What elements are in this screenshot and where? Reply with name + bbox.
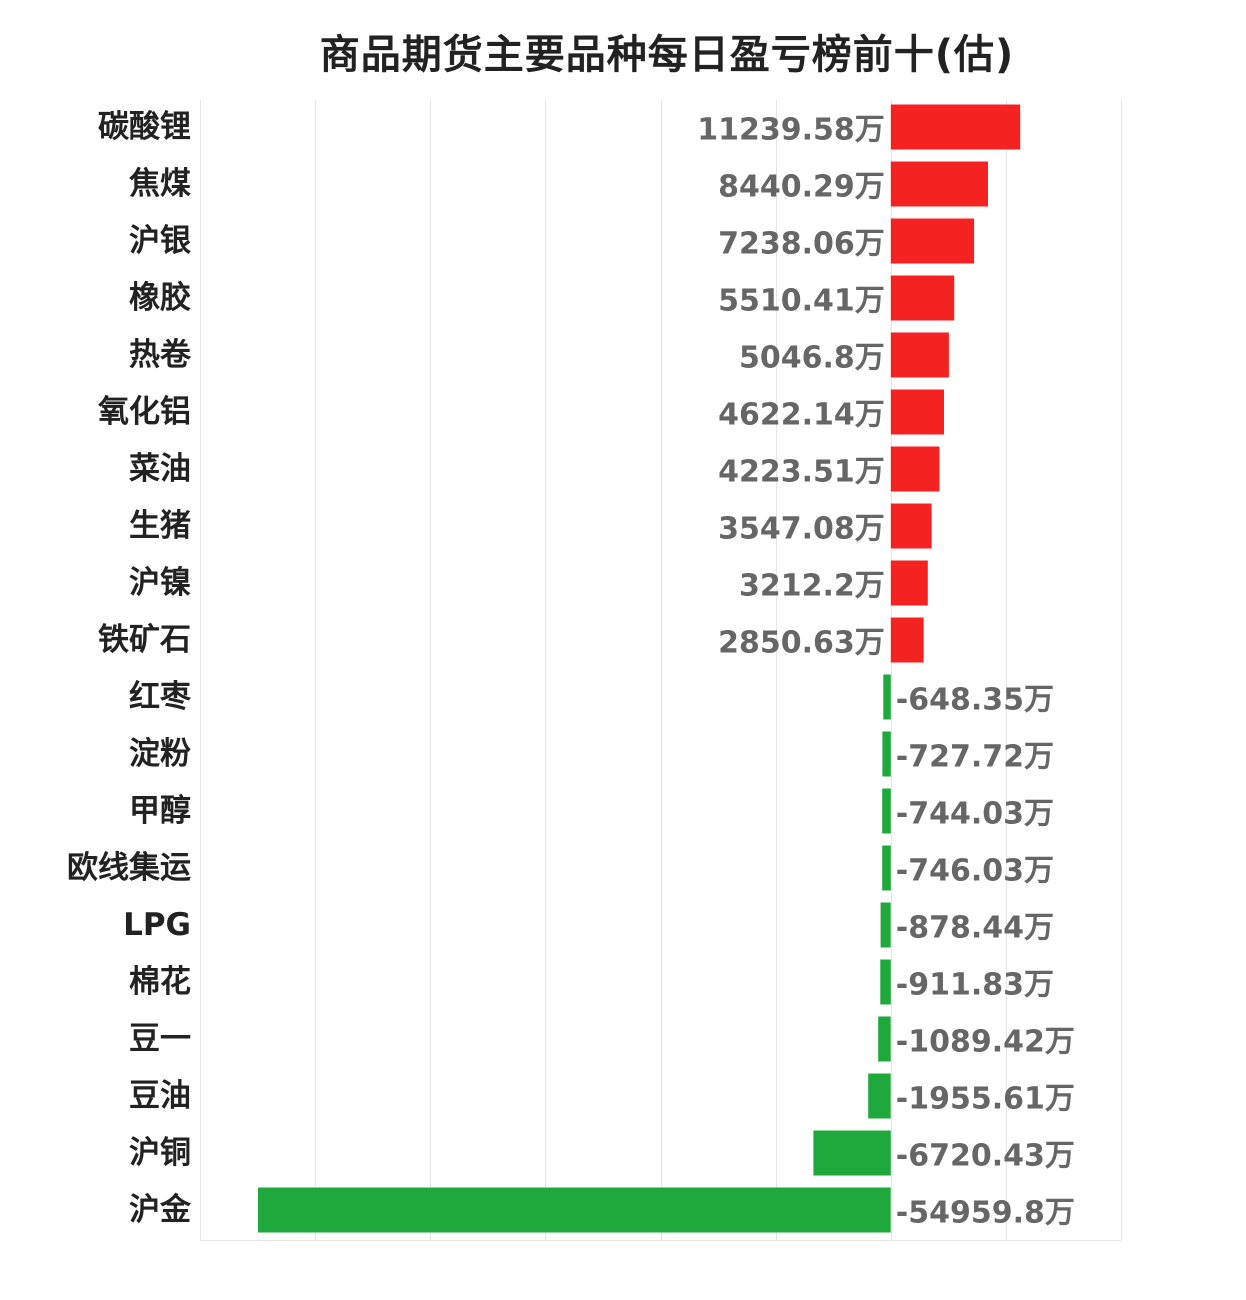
category-label: 沪铜: [129, 1135, 191, 1171]
category-label: 菜油: [129, 451, 191, 487]
category-label: 豆油: [129, 1078, 191, 1114]
bars: [258, 104, 1021, 1233]
value-label: -744.03万: [896, 797, 1054, 832]
bar: [880, 959, 891, 1005]
category-label: 欧线集运: [67, 850, 191, 886]
bar: [890, 275, 955, 321]
category-label: 沪镍: [129, 565, 191, 601]
category-label: 氧化铝: [98, 394, 191, 430]
value-label: -911.83万: [896, 968, 1054, 1003]
bar: [882, 731, 891, 777]
bar: [258, 1187, 891, 1233]
bar: [890, 218, 975, 264]
value-label: -1955.61万: [896, 1082, 1075, 1117]
category-label: 沪银: [129, 223, 191, 259]
category-label: 焦煤: [129, 166, 191, 202]
value-label: -54959.8万: [896, 1196, 1075, 1231]
bar: [878, 1016, 891, 1062]
category-label: 生猪: [129, 508, 191, 544]
chart-title: 商品期货主要品种每日盈亏榜前十(估): [319, 32, 1015, 78]
value-label: 3212.2万: [739, 569, 885, 604]
bar: [890, 161, 988, 207]
value-label: 7238.06万: [718, 227, 885, 262]
value-label: -648.35万: [896, 683, 1054, 718]
bar: [868, 1073, 891, 1119]
category-label: 铁矿石: [98, 622, 191, 658]
value-label: 5510.41万: [718, 284, 885, 319]
bar: [890, 446, 940, 492]
value-label: -878.44万: [896, 911, 1054, 946]
value-label: -746.03万: [896, 854, 1054, 889]
bar: [882, 845, 891, 891]
bar: [890, 503, 932, 549]
bar: [890, 389, 944, 435]
bar: [890, 560, 928, 606]
bar: [890, 104, 1021, 150]
bar: [813, 1130, 891, 1176]
value-label: 5046.8万: [739, 341, 885, 376]
value-label: 2850.63万: [718, 626, 885, 661]
category-label: 碳酸锂: [98, 109, 191, 145]
value-label: 3547.08万: [718, 512, 885, 547]
bar: [880, 902, 891, 948]
value-label: -1089.42万: [896, 1025, 1075, 1060]
value-labels: 11239.58万 8440.29万 7238.06万 5510.41万 5046.8万…: [697, 113, 1075, 1231]
category-label: 豆一: [129, 1021, 191, 1057]
category-label: 棉花: [129, 964, 191, 1000]
bar: [890, 332, 949, 378]
category-label: 橡胶: [129, 280, 191, 316]
category-label: 沪金: [129, 1192, 192, 1228]
value-label: 4223.51万: [718, 455, 885, 490]
category-label: 甲醇: [129, 793, 191, 829]
value-label: -6720.43万: [896, 1139, 1075, 1174]
bar: [890, 617, 924, 663]
value-label: 4622.14万: [718, 398, 885, 433]
category-label: LPG: [123, 907, 191, 943]
category-label: 红枣: [129, 679, 192, 715]
value-label: 8440.29万: [718, 170, 885, 205]
bar: [882, 788, 891, 834]
category-label: 淀粉: [129, 736, 191, 772]
value-label: 11239.58万: [697, 113, 885, 148]
category-label: 热卷: [129, 337, 192, 373]
bar: [883, 674, 891, 720]
gridlines: [200, 100, 1122, 1241]
value-label: -727.72万: [896, 740, 1054, 775]
